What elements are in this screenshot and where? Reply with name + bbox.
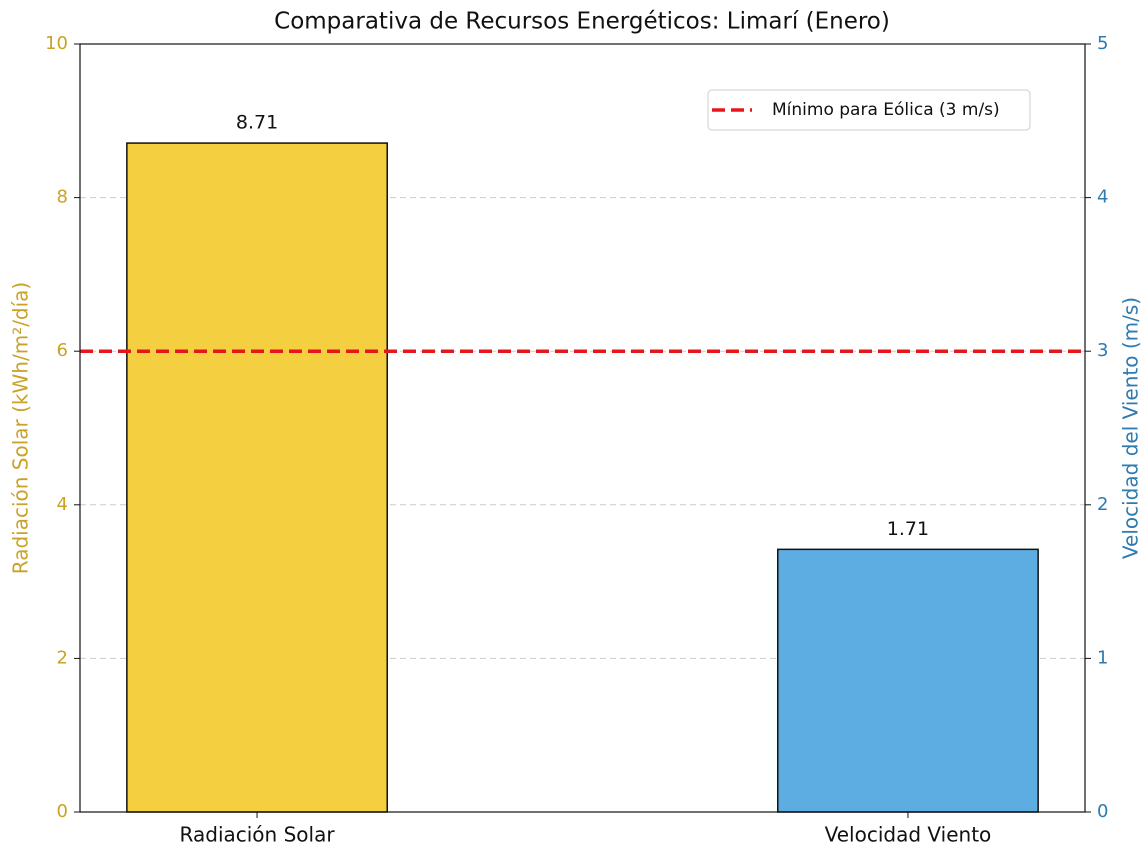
y2-tick-label: 1 — [1097, 647, 1108, 668]
chart-title: Comparativa de Recursos Energéticos: Lim… — [274, 9, 890, 35]
y-tick-label: 8 — [57, 187, 68, 208]
plot-frame — [79, 43, 1086, 813]
y-axis-label: Radiación Solar (kWh/m²/día) — [9, 282, 33, 575]
y-tick-label: 0 — [57, 801, 68, 822]
legend-label: Mínimo para Eólica (3 m/s) — [772, 100, 1000, 120]
y2-tick-label: 4 — [1097, 187, 1108, 208]
bar — [126, 142, 388, 813]
y-tick-label: 6 — [57, 340, 68, 361]
y2-tick-label: 2 — [1097, 494, 1108, 515]
y-tick-label: 10 — [45, 33, 68, 54]
value-label: 1.71 — [887, 518, 929, 540]
y2-tick-label: 0 — [1097, 801, 1108, 822]
x-tick-label: Radiación Solar — [180, 823, 336, 847]
y-tick-label: 4 — [57, 494, 68, 515]
y2-tick-label: 3 — [1097, 340, 1108, 361]
x-tick-label: Velocidad Viento — [825, 823, 992, 847]
y2-axis-label: Velocidad del Viento (m/s) — [1119, 297, 1143, 559]
legend-box — [707, 89, 1031, 131]
y-tick-label: 2 — [57, 647, 68, 668]
value-label: 8.71 — [236, 112, 278, 134]
bar — [777, 548, 1039, 813]
y2-tick-label: 5 — [1097, 33, 1108, 54]
